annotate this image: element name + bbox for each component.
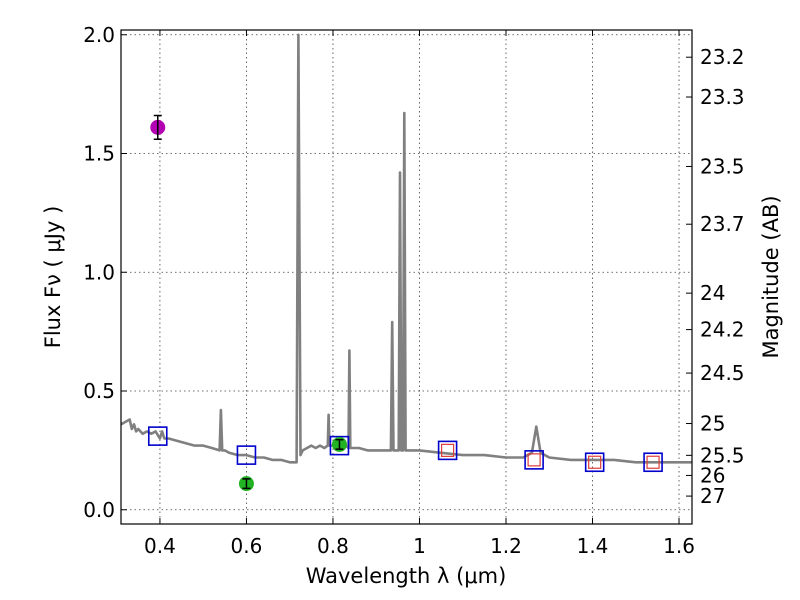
right-tick-label: 23.5 — [700, 154, 745, 178]
right-tick-label: 24.2 — [700, 318, 745, 342]
y-tick-label: 1.0 — [83, 260, 115, 284]
x-tick-label: 1.2 — [490, 534, 522, 558]
plot-frame — [120, 29, 693, 525]
x-tick-label: 1.6 — [663, 534, 695, 558]
sed-model-line — [121, 33, 692, 464]
x-tick-label: 0.4 — [144, 534, 176, 558]
right-tick-label: 23.3 — [700, 85, 745, 109]
x-tick-label: 0.8 — [317, 534, 349, 558]
model-photometry-square — [524, 450, 544, 470]
y-axis-label: Flux Fν ( μJy ) — [41, 206, 65, 349]
x-axis-label: Wavelength λ (μm) — [306, 564, 507, 588]
right-tick-label: 24 — [700, 281, 725, 305]
plot-area — [121, 33, 692, 492]
axes-ticks: 0.4 0.6 0.8 1 1.2 1.4 1.6 0.0 0.5 1.0 1.5 2.0 23.2 23… — [83, 23, 744, 558]
grid-lines — [121, 30, 692, 524]
upper-limit-square — [646, 455, 660, 469]
upper-limit-square — [440, 443, 455, 457]
y-tick-label: 0.5 — [83, 379, 115, 403]
right-axis-label: Magnitude (AB) — [759, 195, 783, 358]
y-tick-label: 2.0 — [83, 23, 115, 47]
model-photometry-square — [147, 426, 168, 446]
y-tick-label: 0.0 — [83, 498, 115, 522]
right-tick-label: 24.5 — [700, 361, 745, 385]
model-photometry-square — [643, 452, 663, 473]
right-tick-label: 23.7 — [700, 212, 745, 236]
model-photometry-square — [584, 452, 605, 473]
x-tick-label: 1 — [413, 534, 426, 558]
x-tick-label: 0.6 — [231, 534, 263, 558]
model-photometry-square — [437, 440, 458, 461]
right-tick-label: 25.5 — [700, 443, 745, 467]
x-tick-label: 1.4 — [577, 534, 609, 558]
right-tick-label: 27 — [700, 484, 725, 508]
upper-limit-square — [588, 455, 602, 469]
model-photometry-square — [236, 445, 257, 465]
y-tick-label: 1.5 — [83, 142, 115, 166]
upper-limit-square — [527, 453, 541, 467]
right-tick-label: 25 — [700, 412, 725, 436]
model-photometry-square — [329, 435, 350, 456]
right-tick-label: 23.2 — [700, 45, 745, 69]
right-tick-label: 26 — [700, 463, 725, 487]
